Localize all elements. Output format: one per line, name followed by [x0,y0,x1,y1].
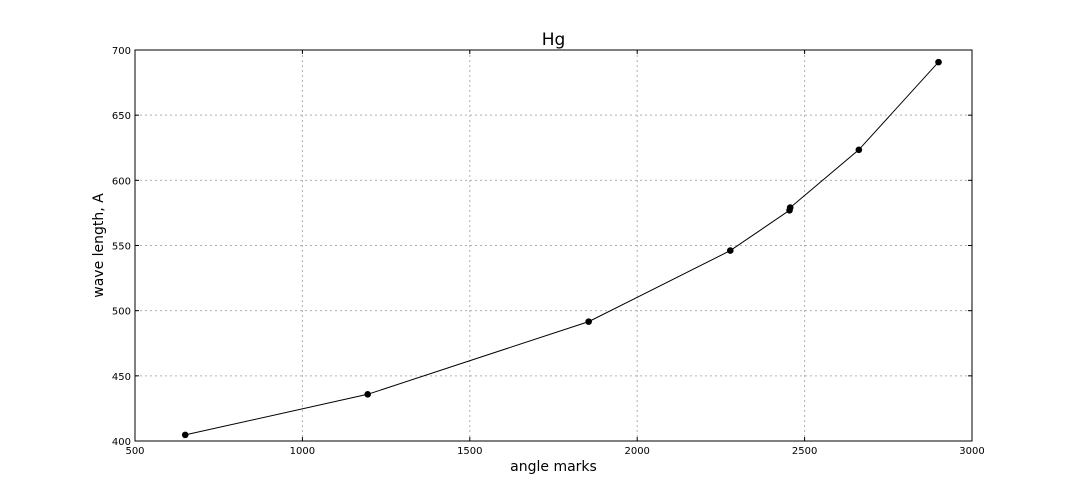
data-point [855,146,863,154]
x-tick-label: 3000 [959,446,984,457]
axis-ticks: 500 1000 1500 2000 2500 3000 400 450 500 550 600 65… [112,46,985,457]
x-tick-label: 500 [125,446,144,457]
x-tick-label: 1000 [290,446,315,457]
y-axis-label: wave length, A [91,193,107,298]
chart-title: Hg [542,30,566,50]
series-line [185,61,939,436]
x-tick-label: 2500 [792,446,817,457]
grid [134,49,973,442]
x-axis-label: angle marks [510,459,597,475]
data-point [935,58,942,66]
y-tick-label: 500 [112,307,131,318]
y-tick-label: 650 [112,111,131,122]
data-point [181,431,189,439]
y-tick-label: 550 [112,242,131,253]
y-tick-label: 600 [112,176,131,187]
data-point [726,247,734,254]
data-series [181,58,942,439]
x-tick-label: 2000 [624,446,649,457]
y-tick-label: 450 [112,372,131,383]
x-tick-label: 1500 [457,446,482,457]
y-tick-label: 400 [112,437,131,448]
data-point [786,204,794,211]
data-point [585,318,592,325]
data-point [364,391,371,398]
y-tick-label: 700 [112,46,131,57]
